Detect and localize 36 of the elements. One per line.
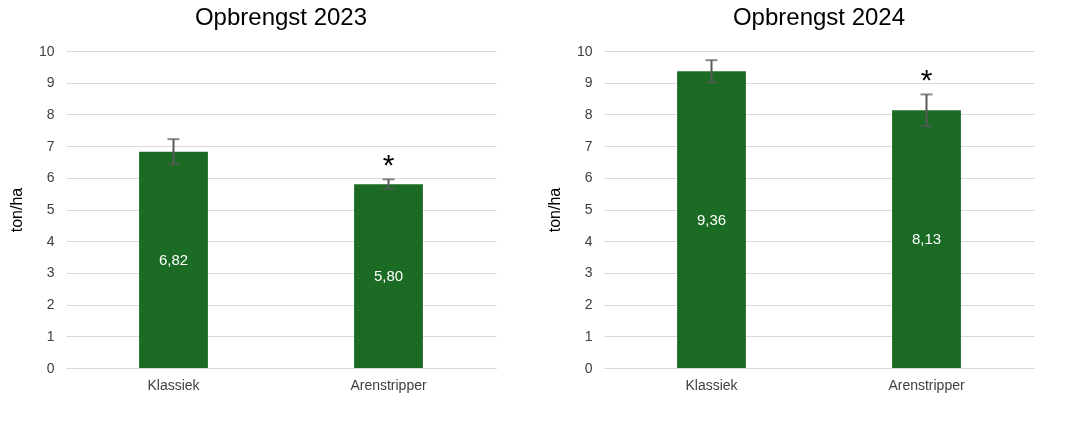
data-label: 5,80 xyxy=(373,267,404,285)
y-tick-label: 1 xyxy=(584,327,593,344)
y-tick-label: 3 xyxy=(584,264,593,281)
y-tick-label: 4 xyxy=(46,232,55,249)
y-tick-label: 8 xyxy=(584,105,593,122)
y-tick-label: 10 xyxy=(576,42,593,59)
chart-title: Opbrengst 2023 xyxy=(194,3,368,30)
y-tick-label: 8 xyxy=(46,105,55,122)
y-tick-label: 9 xyxy=(584,74,593,91)
y-axis-title: ton/ha xyxy=(7,187,25,233)
y-tick-label: 9 xyxy=(46,74,55,91)
y-tick-label: 1 xyxy=(46,327,55,344)
y-tick-label: 7 xyxy=(46,137,55,154)
annotation: * xyxy=(920,63,933,97)
y-tick-label: 0 xyxy=(46,359,55,376)
y-tick-label: 4 xyxy=(584,232,593,249)
x-tick-label: Klassiek xyxy=(147,376,201,393)
y-tick-label: 6 xyxy=(46,169,55,186)
y-tick-label: 7 xyxy=(584,137,593,154)
data-label: 9,36 xyxy=(696,210,727,228)
x-tick-label: Klassiek xyxy=(685,376,739,393)
data-label: 6,82 xyxy=(158,250,189,268)
x-tick-label: Arenstripper xyxy=(350,376,427,393)
chart-title: Opbrengst 2024 xyxy=(732,3,906,30)
y-tick-label: 10 xyxy=(38,42,55,59)
y-tick-label: 5 xyxy=(46,201,55,217)
y-tick-label: 6 xyxy=(584,169,593,186)
x-tick-label: Arenstripper xyxy=(888,376,965,393)
y-tick-label: 5 xyxy=(584,201,593,217)
data-label: 8,13 xyxy=(911,230,942,248)
y-tick-label: 0 xyxy=(584,359,593,376)
y-tick-label: 2 xyxy=(46,296,55,313)
y-axis-title: ton/ha xyxy=(545,187,563,233)
y-tick-label: 3 xyxy=(46,264,55,281)
y-tick-label: 2 xyxy=(584,296,593,313)
annotation: * xyxy=(382,148,395,182)
